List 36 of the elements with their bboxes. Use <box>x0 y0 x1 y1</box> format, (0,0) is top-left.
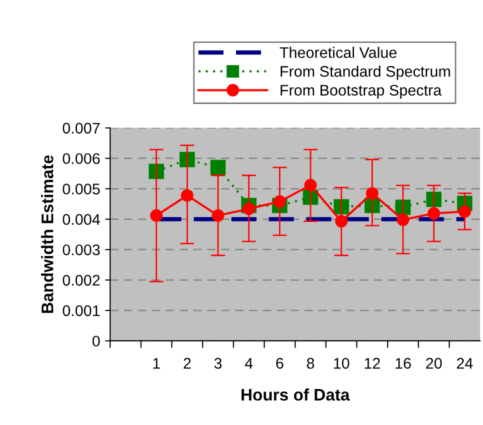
x-axis-title: Hours of Data <box>242 388 350 401</box>
point <box>180 189 194 202</box>
point <box>458 205 471 218</box>
point <box>210 160 226 176</box>
x-tick-label: 8 <box>306 358 314 369</box>
x-tick-label: 4 <box>244 358 253 369</box>
x-tick-label: 20 <box>426 358 442 369</box>
point <box>396 214 410 226</box>
point <box>304 178 317 192</box>
legend-label: From Bootstrap Spectra <box>280 84 442 99</box>
x-tick-label: 1 <box>153 358 160 369</box>
x-tick-label: 10 <box>334 358 350 369</box>
y-tick-label: 0 <box>92 336 100 347</box>
y-tick-label: 0.003 <box>62 244 100 256</box>
point <box>150 209 163 222</box>
point <box>335 215 348 228</box>
legend-label: From Standard Spectrum <box>280 66 450 80</box>
x-tick-label: 12 <box>364 358 380 369</box>
point <box>366 187 378 200</box>
point <box>428 207 440 220</box>
point <box>273 195 286 208</box>
x-tick-label: 3 <box>214 358 222 369</box>
y-tick-label: 0.007 <box>62 122 100 134</box>
y-tick-label: 0.002 <box>62 274 100 286</box>
x-tick-label: 16 <box>396 358 411 369</box>
x-tick-label: 24 <box>456 358 473 369</box>
y-tick-label: 0.005 <box>62 184 100 194</box>
point <box>242 202 256 216</box>
legend-label: Theoretical Value <box>280 46 397 58</box>
point <box>212 209 224 222</box>
y-tick-label: 0.006 <box>62 153 100 164</box>
y-tick-label: 0.001 <box>62 305 100 316</box>
y-tick-label: 0.004 <box>62 214 100 225</box>
x-tick-label: 6 <box>276 358 284 369</box>
y-axis-title: Bandwidth Estimate <box>41 155 54 313</box>
x-tick-label: 2 <box>184 358 191 369</box>
